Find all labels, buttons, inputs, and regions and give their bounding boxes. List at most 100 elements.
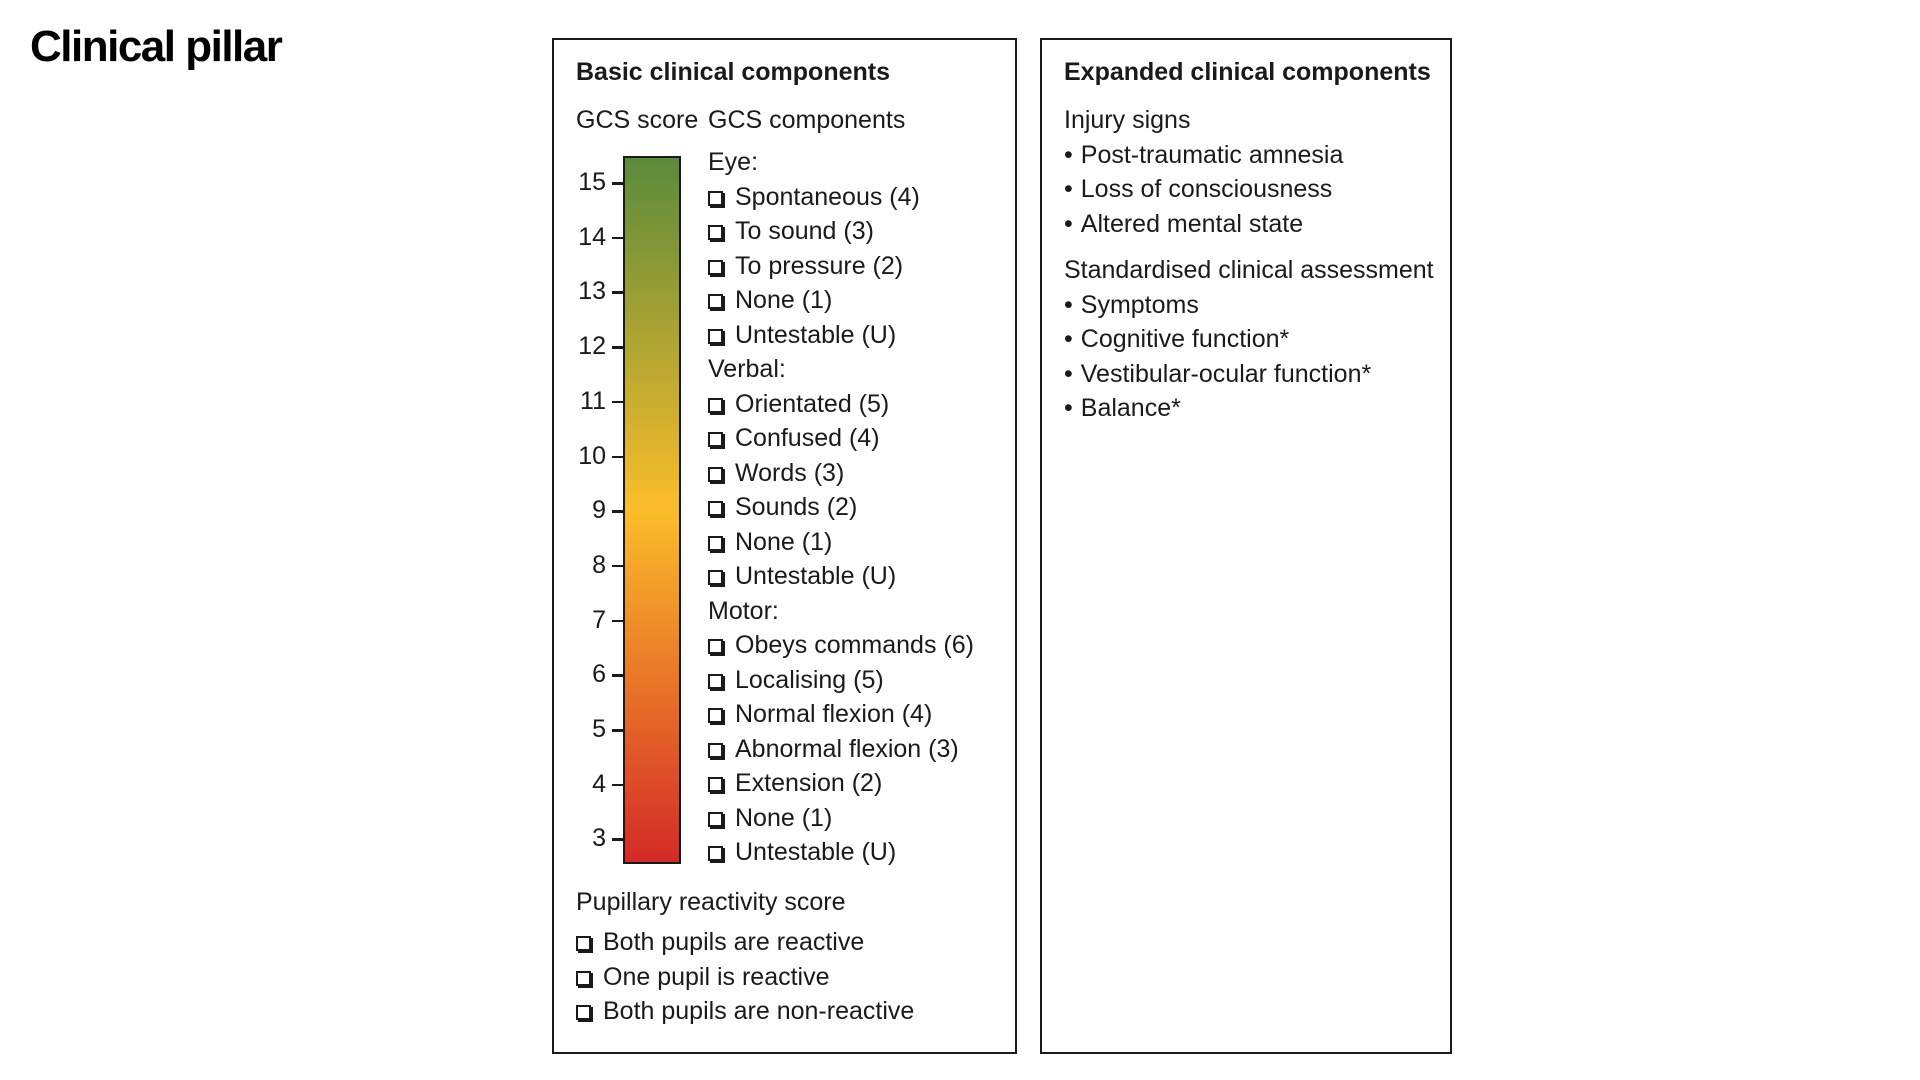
gcs-option: Words (3) bbox=[708, 459, 844, 488]
gcs-tick-mark bbox=[612, 783, 624, 787]
gcs-option: Sounds (2) bbox=[708, 493, 857, 522]
checkbox-icon[interactable] bbox=[708, 742, 723, 758]
bullet-icon: • bbox=[1064, 325, 1073, 353]
gcs-group-label: Eye: bbox=[708, 148, 759, 176]
expanded-bullet-item: • Cognitive function* bbox=[1064, 325, 1289, 354]
gcs-tick-label: 11 bbox=[580, 386, 606, 415]
gcs-tick-label: 3 bbox=[592, 824, 606, 853]
gcs-option: Normal flexion (4) bbox=[708, 700, 932, 729]
bullet-icon: • bbox=[1064, 140, 1073, 169]
bullet-icon: • bbox=[1064, 290, 1073, 319]
gcs-color-scale-bar bbox=[623, 156, 681, 864]
gcs-tick-label: 8 bbox=[592, 550, 606, 579]
gcs-tick-label: 7 bbox=[592, 605, 606, 634]
gcs-tick-mark bbox=[612, 455, 624, 458]
checkbox-icon[interactable] bbox=[576, 1005, 591, 1020]
checkbox-icon[interactable] bbox=[708, 432, 723, 447]
gcs-option: Untestable (U) bbox=[708, 562, 896, 591]
pupil-option-label: Both pupils are reactive bbox=[603, 928, 865, 956]
gcs-tick-mark bbox=[612, 838, 624, 841]
gcs-tick-mark bbox=[612, 182, 624, 185]
expanded-item-label: Balance* bbox=[1080, 394, 1181, 422]
gcs-tick-label: 13 bbox=[578, 277, 606, 306]
checkbox-icon[interactable] bbox=[708, 535, 723, 551]
gcs-tick-label: 10 bbox=[578, 441, 606, 470]
expanded-bullet-item: • Loss of consciousness bbox=[1064, 175, 1332, 204]
gcs-tick-mark bbox=[612, 674, 624, 677]
gcs-tick-label: 4 bbox=[592, 769, 606, 798]
expanded-item-label: Altered mental state bbox=[1080, 209, 1304, 238]
gcs-tick-label: 5 bbox=[592, 715, 606, 743]
gcs-option-label: Confused (4) bbox=[735, 424, 880, 452]
checkbox-icon[interactable] bbox=[708, 673, 723, 689]
page-title: Clinical pillar bbox=[30, 22, 283, 71]
checkbox-icon[interactable] bbox=[708, 777, 723, 792]
checkbox-icon[interactable] bbox=[708, 846, 723, 861]
checkbox-icon[interactable] bbox=[708, 708, 723, 723]
gcs-option-label: None (1) bbox=[735, 286, 833, 314]
checkbox-icon[interactable] bbox=[708, 294, 723, 309]
gcs-option: Abnormal flexion (3) bbox=[708, 735, 959, 764]
gcs-option-label: To sound (3) bbox=[735, 217, 874, 245]
expanded-item-label: Post-traumatic amnesia bbox=[1080, 140, 1344, 169]
gcs-option-label: Extension (2) bbox=[735, 769, 883, 797]
checkbox-icon[interactable] bbox=[708, 466, 723, 482]
pupil-option: Both pupils are reactive bbox=[576, 928, 864, 957]
expanded-section-heading: Standardised clinical assessment bbox=[1064, 256, 1434, 284]
expanded-item-label: Vestibular-ocular function* bbox=[1080, 359, 1372, 388]
gcs-option-label: None (1) bbox=[735, 803, 833, 832]
gcs-option: Untestable (U) bbox=[708, 321, 896, 350]
gcs-tick-mark bbox=[612, 510, 624, 513]
checkbox-icon[interactable] bbox=[708, 501, 723, 516]
bullet-icon: • bbox=[1064, 394, 1073, 422]
gcs-option-label: Words (3) bbox=[735, 458, 845, 487]
checkbox-icon[interactable] bbox=[576, 936, 591, 951]
gcs-tick-mark bbox=[612, 346, 624, 349]
pupil-option: One pupil is reactive bbox=[576, 963, 830, 992]
pupil-option: Both pupils are non-reactive bbox=[576, 997, 914, 1026]
gcs-group-label: Verbal: bbox=[708, 355, 786, 383]
gcs-option: Untestable (U) bbox=[708, 838, 896, 867]
gcs-option: Extension (2) bbox=[708, 769, 882, 798]
checkbox-icon[interactable] bbox=[708, 811, 723, 827]
checkbox-icon[interactable] bbox=[708, 328, 723, 344]
expanded-bullet-item: • Symptoms bbox=[1064, 291, 1199, 320]
gcs-option: Confused (4) bbox=[708, 424, 880, 453]
gcs-option-label: Spontaneous (4) bbox=[735, 182, 920, 211]
checkbox-icon[interactable] bbox=[576, 970, 591, 986]
checkbox-icon[interactable] bbox=[708, 225, 723, 240]
gcs-tick-mark bbox=[612, 291, 624, 294]
basic-components-panel: Basic clinical components GCS score GCS … bbox=[552, 38, 1017, 1054]
expanded-bullet-item: • Balance* bbox=[1064, 394, 1181, 423]
gcs-tick-mark bbox=[612, 400, 624, 404]
gcs-option: Orientated (5) bbox=[708, 390, 889, 419]
gcs-option-label: Orientated (5) bbox=[735, 389, 890, 418]
gcs-option: To sound (3) bbox=[708, 217, 874, 246]
gcs-option: None (1) bbox=[708, 804, 832, 833]
gcs-tick-mark bbox=[612, 729, 624, 732]
expanded-bullet-item: • Post-traumatic amnesia bbox=[1064, 141, 1343, 170]
pupil-title: Pupillary reactivity score bbox=[576, 888, 846, 916]
checkbox-icon[interactable] bbox=[708, 397, 723, 413]
checkbox-icon[interactable] bbox=[708, 570, 723, 585]
gcs-option: Obeys commands (6) bbox=[708, 631, 974, 660]
checkbox-icon[interactable] bbox=[708, 639, 723, 654]
checkbox-icon[interactable] bbox=[708, 190, 723, 206]
gcs-option-label: Untestable (U) bbox=[735, 320, 897, 349]
pupil-option-label: One pupil is reactive bbox=[603, 962, 830, 991]
gcs-tick-label: 14 bbox=[578, 222, 606, 251]
checkbox-icon[interactable] bbox=[708, 259, 723, 275]
gcs-option-label: Obeys commands (6) bbox=[735, 631, 974, 659]
expanded-bullet-item: • Altered mental state bbox=[1064, 210, 1303, 239]
gcs-option-label: Sounds (2) bbox=[735, 493, 858, 521]
expanded-section-heading: Injury signs bbox=[1064, 106, 1191, 134]
basic-panel-title: Basic clinical components bbox=[576, 58, 890, 86]
gcs-group-label: Motor: bbox=[708, 596, 779, 625]
expanded-item-label: Loss of consciousness bbox=[1080, 175, 1333, 203]
gcs-option: None (1) bbox=[708, 286, 832, 315]
expanded-item-label: Symptoms bbox=[1080, 290, 1199, 319]
gcs-option-label: Localising (5) bbox=[735, 665, 884, 694]
expanded-panel-title: Expanded clinical components bbox=[1064, 58, 1431, 86]
gcs-option-label: Untestable (U) bbox=[735, 838, 897, 866]
gcs-option-label: Abnormal flexion (3) bbox=[735, 734, 959, 763]
